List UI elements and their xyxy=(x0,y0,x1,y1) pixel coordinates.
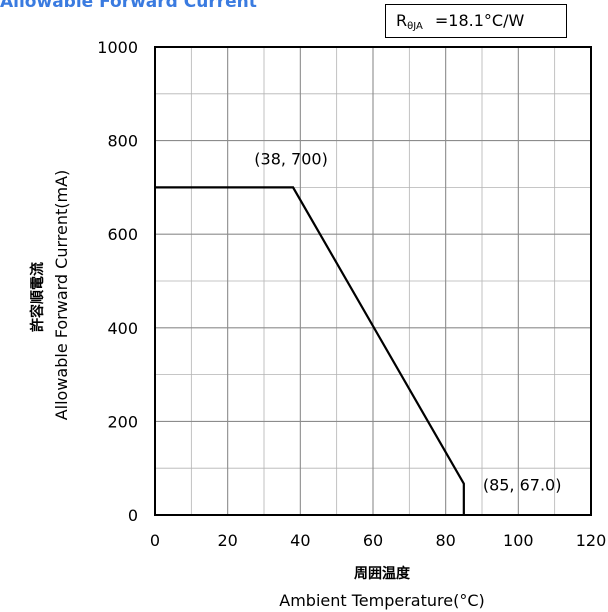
y-axis-label-jp: 許容順電流 xyxy=(29,262,46,332)
y-tick-label: 0 xyxy=(128,506,138,525)
plot-frame xyxy=(154,46,592,516)
y-axis-label-en: Allowable Forward Current(mA) xyxy=(52,170,71,421)
y-tick-label: 200 xyxy=(107,412,138,431)
x-tick-label: 60 xyxy=(363,531,383,550)
x-tick-label: 20 xyxy=(217,531,237,550)
y-tick-label: 400 xyxy=(107,319,138,338)
x-tick-label: 40 xyxy=(290,531,310,550)
x-tick-label: 100 xyxy=(503,531,534,550)
annotation-knee: (38, 700) xyxy=(254,149,328,168)
x-axis-label-jp: 周囲温度 xyxy=(354,565,411,582)
x-axis-label-en: Ambient Temperature(°C) xyxy=(279,591,484,610)
y-tick-label: 600 xyxy=(107,225,138,244)
y-tick-label: 800 xyxy=(107,132,138,151)
x-tick-label: 80 xyxy=(435,531,455,550)
thermal-symbol: R xyxy=(396,11,408,30)
thermal-subscript: θJA xyxy=(407,21,423,32)
x-tick-label: 120 xyxy=(576,531,607,550)
thermal-resistance-box: RθJA =18.1°C/W xyxy=(385,4,567,38)
y-tick-label: 1000 xyxy=(97,38,138,57)
x-tick-label: 0 xyxy=(150,531,160,550)
annotation-end: (85, 67.0) xyxy=(483,476,562,495)
thermal-value: =18.1°C/W xyxy=(434,11,525,30)
series-line xyxy=(155,186,465,515)
chart-title: Allowable Forward Current xyxy=(0,0,257,12)
